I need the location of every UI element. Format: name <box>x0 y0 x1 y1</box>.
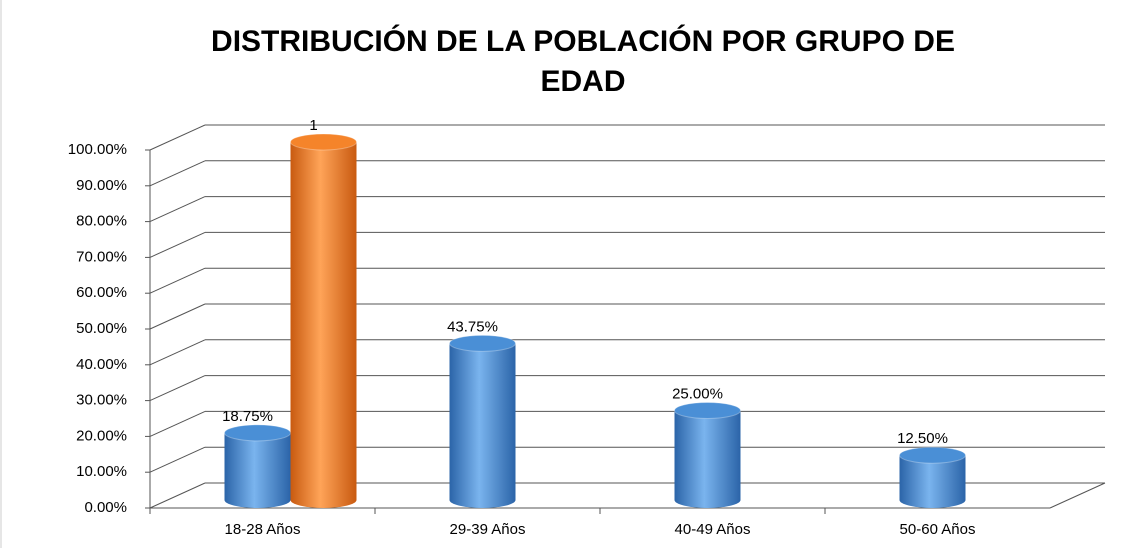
cylinder-base <box>899 492 966 508</box>
data-label: 18.75% <box>222 408 273 425</box>
y-tick-label: 0.00% <box>84 499 127 516</box>
cylinder-base <box>449 492 516 508</box>
cylinder-base <box>674 492 741 508</box>
grid-line <box>149 339 206 366</box>
cylinder-top <box>899 446 966 464</box>
y-tick-label: 30.00% <box>76 392 127 409</box>
grid-line <box>149 196 206 223</box>
data-label: 25.00% <box>672 385 723 402</box>
x-tick-label: 29-39 Años <box>450 521 526 538</box>
cylinder-top <box>290 133 357 151</box>
cylinder-top <box>224 424 291 442</box>
y-tick-label: 80.00% <box>76 213 127 230</box>
data-label: 1 <box>309 117 317 134</box>
y-tick-label: 20.00% <box>76 427 127 444</box>
grid-line <box>149 124 206 151</box>
grid-line <box>149 267 206 294</box>
y-tick-label: 40.00% <box>76 356 127 373</box>
cylinder-top <box>449 334 516 352</box>
y-tick-label: 100.00% <box>68 141 127 158</box>
cylinder-base <box>290 492 357 508</box>
cylinder-body <box>224 432 291 500</box>
y-tick-label: 70.00% <box>76 248 127 265</box>
cylinder-body <box>674 410 741 500</box>
grid-line <box>149 231 206 258</box>
chart-title: DISTRIBUCIÓN DE LA POBLACIÓN POR GRUPO D… <box>211 25 955 98</box>
cylinder-body <box>449 343 516 500</box>
cylinder-body <box>290 142 357 500</box>
cylinder-top <box>674 402 741 419</box>
grid-line <box>149 303 206 330</box>
x-tick-label: 40-49 Años <box>675 521 751 538</box>
grid-line <box>149 482 206 509</box>
data-label: 43.75% <box>447 318 498 335</box>
grid-line <box>149 160 206 187</box>
grid-line <box>149 375 206 402</box>
y-tick-label: 50.00% <box>76 320 127 337</box>
y-tick-label: 90.00% <box>76 177 127 194</box>
data-label: 12.50% <box>897 430 948 447</box>
grid-line <box>149 410 206 437</box>
floor-edge <box>1049 482 1106 509</box>
cylinder-base <box>224 492 291 508</box>
y-tick-label: 60.00% <box>76 284 127 301</box>
grid-line <box>149 446 206 473</box>
x-tick-label: 18-28 Años <box>225 521 301 538</box>
x-tick-label: 50-60 Años <box>900 521 976 538</box>
y-tick-label: 10.00% <box>76 463 127 480</box>
